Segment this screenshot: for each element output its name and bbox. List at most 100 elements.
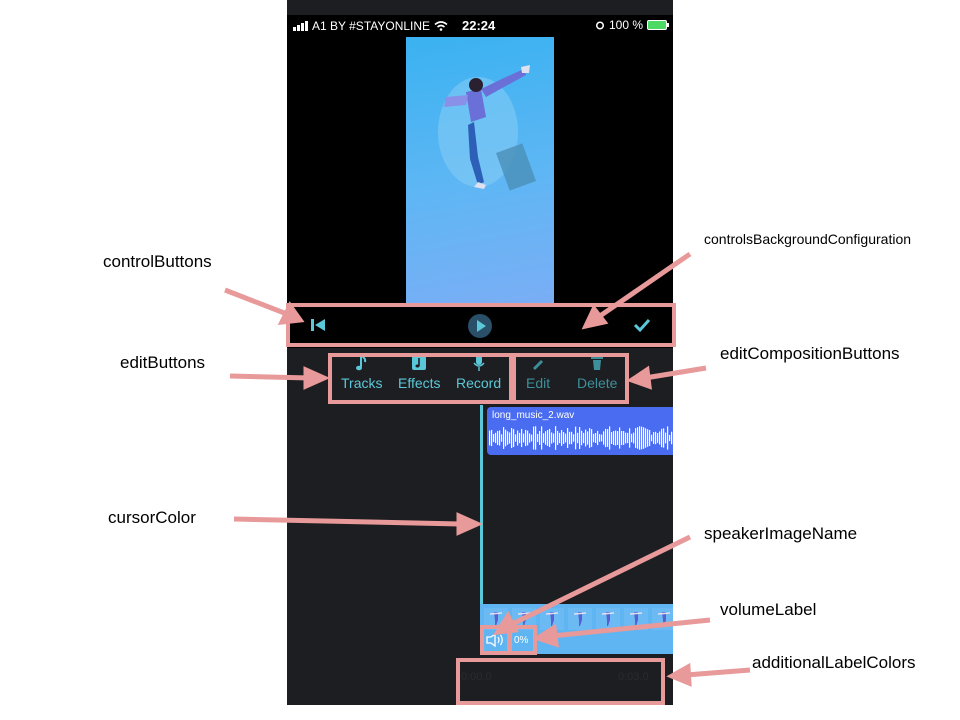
waveform-bar	[611, 432, 613, 444]
delete-button[interactable]: Delete	[577, 354, 617, 391]
edit-label: Edit	[526, 375, 551, 391]
waveform-bar	[561, 430, 563, 446]
video-thumbnail	[596, 608, 620, 630]
waveform-bar	[489, 430, 491, 446]
waveform-bar	[621, 430, 623, 446]
annotation-volume-label: volumeLabel	[720, 600, 817, 619]
time-end-label: 0:03.0	[618, 671, 649, 683]
waveform-bar	[557, 430, 559, 446]
waveform-bar	[553, 433, 555, 443]
play-button[interactable]	[468, 314, 492, 338]
edit-button[interactable]: Edit	[526, 354, 550, 391]
effects-icon	[412, 356, 427, 370]
arrow-control-buttons	[224, 287, 293, 319]
video-thumbnail	[624, 608, 648, 630]
waveform-bar	[519, 432, 521, 444]
waveform-bar	[513, 429, 515, 447]
waveform-bar	[665, 432, 667, 444]
waveform-bar	[491, 429, 493, 447]
waveform-bar	[657, 433, 659, 443]
video-thumbnail	[568, 608, 592, 630]
signal-icon	[293, 21, 308, 31]
waveform-bar	[605, 428, 607, 448]
arrow-additional-labels	[685, 667, 751, 678]
waveform-bar	[645, 428, 647, 448]
annotation-cursor-color: cursorColor	[108, 508, 196, 527]
waveform-bar	[579, 427, 581, 449]
waveform-bar	[585, 429, 587, 447]
waveform-bar	[667, 426, 669, 450]
trash-icon	[591, 357, 604, 370]
alarm-icon	[595, 21, 604, 30]
waveform-bar	[545, 431, 547, 445]
waveform-bar	[655, 431, 657, 445]
waveform-bar	[549, 428, 551, 448]
audio-track-name: long_music_2.wav	[492, 410, 575, 421]
waveform-bar	[515, 434, 517, 442]
waveform-bar	[537, 433, 539, 443]
waveform-bar	[559, 432, 561, 444]
checkmark-icon[interactable]	[633, 317, 651, 333]
waveform-bar	[577, 432, 579, 444]
waveform-bar	[495, 432, 497, 444]
annotation-additional-label-colors: additionalLabelColors	[752, 653, 916, 672]
phone-screen: A1 BY #STAYONLINE 22:24 100 %	[287, 0, 673, 705]
waveform-bar	[567, 428, 569, 448]
status-bar: A1 BY #STAYONLINE 22:24 100 %	[287, 15, 673, 37]
waveform-bar	[521, 428, 523, 448]
waveform-bar	[631, 433, 633, 443]
tracks-button[interactable]: Tracks	[341, 354, 382, 391]
speaker-icon[interactable]	[486, 633, 506, 647]
waveform-bar	[601, 434, 603, 442]
video-thumbnail	[652, 608, 673, 630]
waveform-bar	[609, 426, 611, 450]
waveform-bar	[591, 429, 593, 447]
delete-label: Delete	[577, 375, 618, 391]
waveform-bar	[547, 430, 549, 446]
video-thumbnail	[540, 608, 564, 630]
effects-button[interactable]: Effects	[398, 354, 441, 391]
volume-label: 0%	[514, 635, 529, 646]
waveform-bar	[587, 431, 589, 445]
controls-bar	[287, 303, 673, 348]
waveform-bar	[651, 434, 653, 442]
video-track-clip[interactable]: 0%	[480, 604, 673, 654]
annotation-edit-composition-buttons: editCompositionButtons	[720, 344, 900, 363]
waveform-bar	[575, 426, 577, 450]
timeline[interactable]: long_music_2.wav 0% 0:00.0 0:03.0	[287, 405, 673, 705]
waveform-bar	[669, 434, 671, 442]
playhead-cursor[interactable]	[480, 405, 483, 637]
waveform-bar	[507, 431, 509, 445]
waveform-bar	[571, 431, 573, 445]
waveform-bar	[527, 430, 529, 446]
waveform-bar	[525, 429, 527, 447]
audio-track-clip[interactable]: long_music_2.wav	[487, 407, 673, 455]
status-right: 100 %	[595, 18, 669, 32]
waveform	[489, 426, 673, 450]
waveform-bar	[499, 430, 501, 446]
waveform-bar	[509, 432, 511, 444]
waveform-bar	[583, 432, 585, 444]
waveform-bar	[529, 433, 531, 443]
waveform-bar	[535, 426, 537, 450]
waveform-bar	[493, 433, 495, 443]
video-thumbnail	[512, 608, 536, 630]
waveform-bar	[661, 428, 663, 448]
record-button[interactable]: Record	[456, 354, 501, 391]
waveform-bar	[671, 431, 673, 445]
music-note-icon	[355, 355, 366, 371]
waveform-bar	[581, 430, 583, 446]
waveform-bar	[635, 428, 637, 448]
waveform-bar	[637, 427, 639, 449]
waveform-bar	[607, 429, 609, 447]
skip-to-start-icon[interactable]	[309, 317, 327, 333]
wifi-icon	[434, 21, 448, 31]
arrowhead-additional-labels	[666, 662, 692, 687]
waveform-bar	[617, 431, 619, 445]
battery-icon	[647, 20, 669, 30]
waveform-bar	[597, 430, 599, 446]
waveform-bar	[551, 432, 553, 444]
video-thumbnail	[484, 608, 508, 630]
waveform-bar	[633, 432, 635, 444]
waveform-bar	[505, 429, 507, 447]
